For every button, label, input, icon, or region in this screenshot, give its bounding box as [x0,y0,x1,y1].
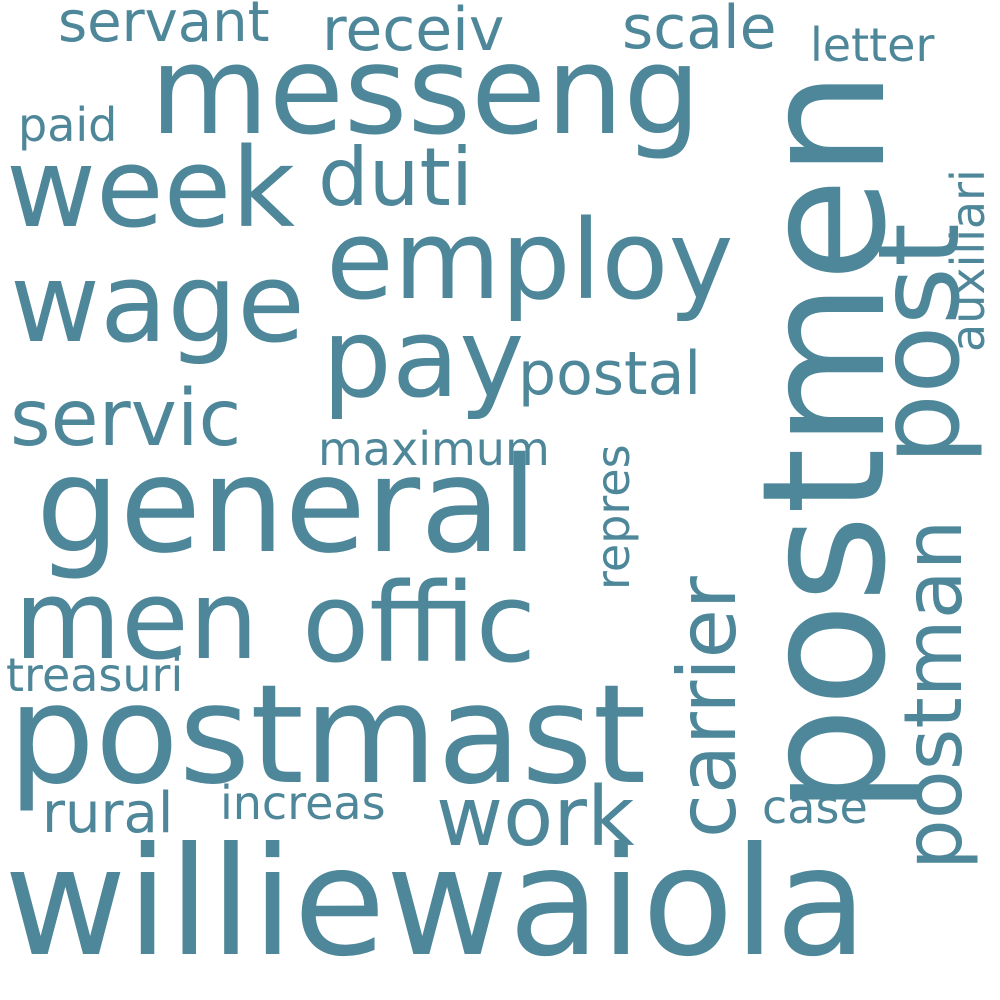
word-repres: repres [586,444,640,590]
word-work: work [436,770,635,865]
word-rural: rural [42,781,174,846]
word-messeng: messeng [150,20,701,162]
word-case: case [762,780,868,834]
word-williewaiola: williewaiola [4,816,868,990]
word-paid: paid [18,98,118,152]
word-offic: offic [302,559,537,687]
word-servant: servant [58,0,270,55]
word-pay: pay [322,294,525,422]
word-receiv: receiv [322,0,505,65]
word-duti: duti [318,131,474,224]
word-week: week [6,124,296,252]
word-servic: servic [10,374,242,464]
word-carrier: carrier [661,576,754,838]
word-wage: wage [10,239,305,367]
word-general: general [36,429,538,583]
word-postal: postal [518,339,702,409]
word-letter: letter [810,18,935,72]
word-treasuri: treasuri [6,648,184,702]
word-maximum: maximum [318,422,550,476]
word-postmast: postmast [8,656,647,815]
word-increas: increas [220,776,386,830]
word-employ: employ [326,196,734,324]
word-postman: postman [887,519,980,870]
word-auxiliari: auxiliari [941,169,995,352]
word-men: men [14,556,259,684]
word-scale: scale [622,0,777,63]
